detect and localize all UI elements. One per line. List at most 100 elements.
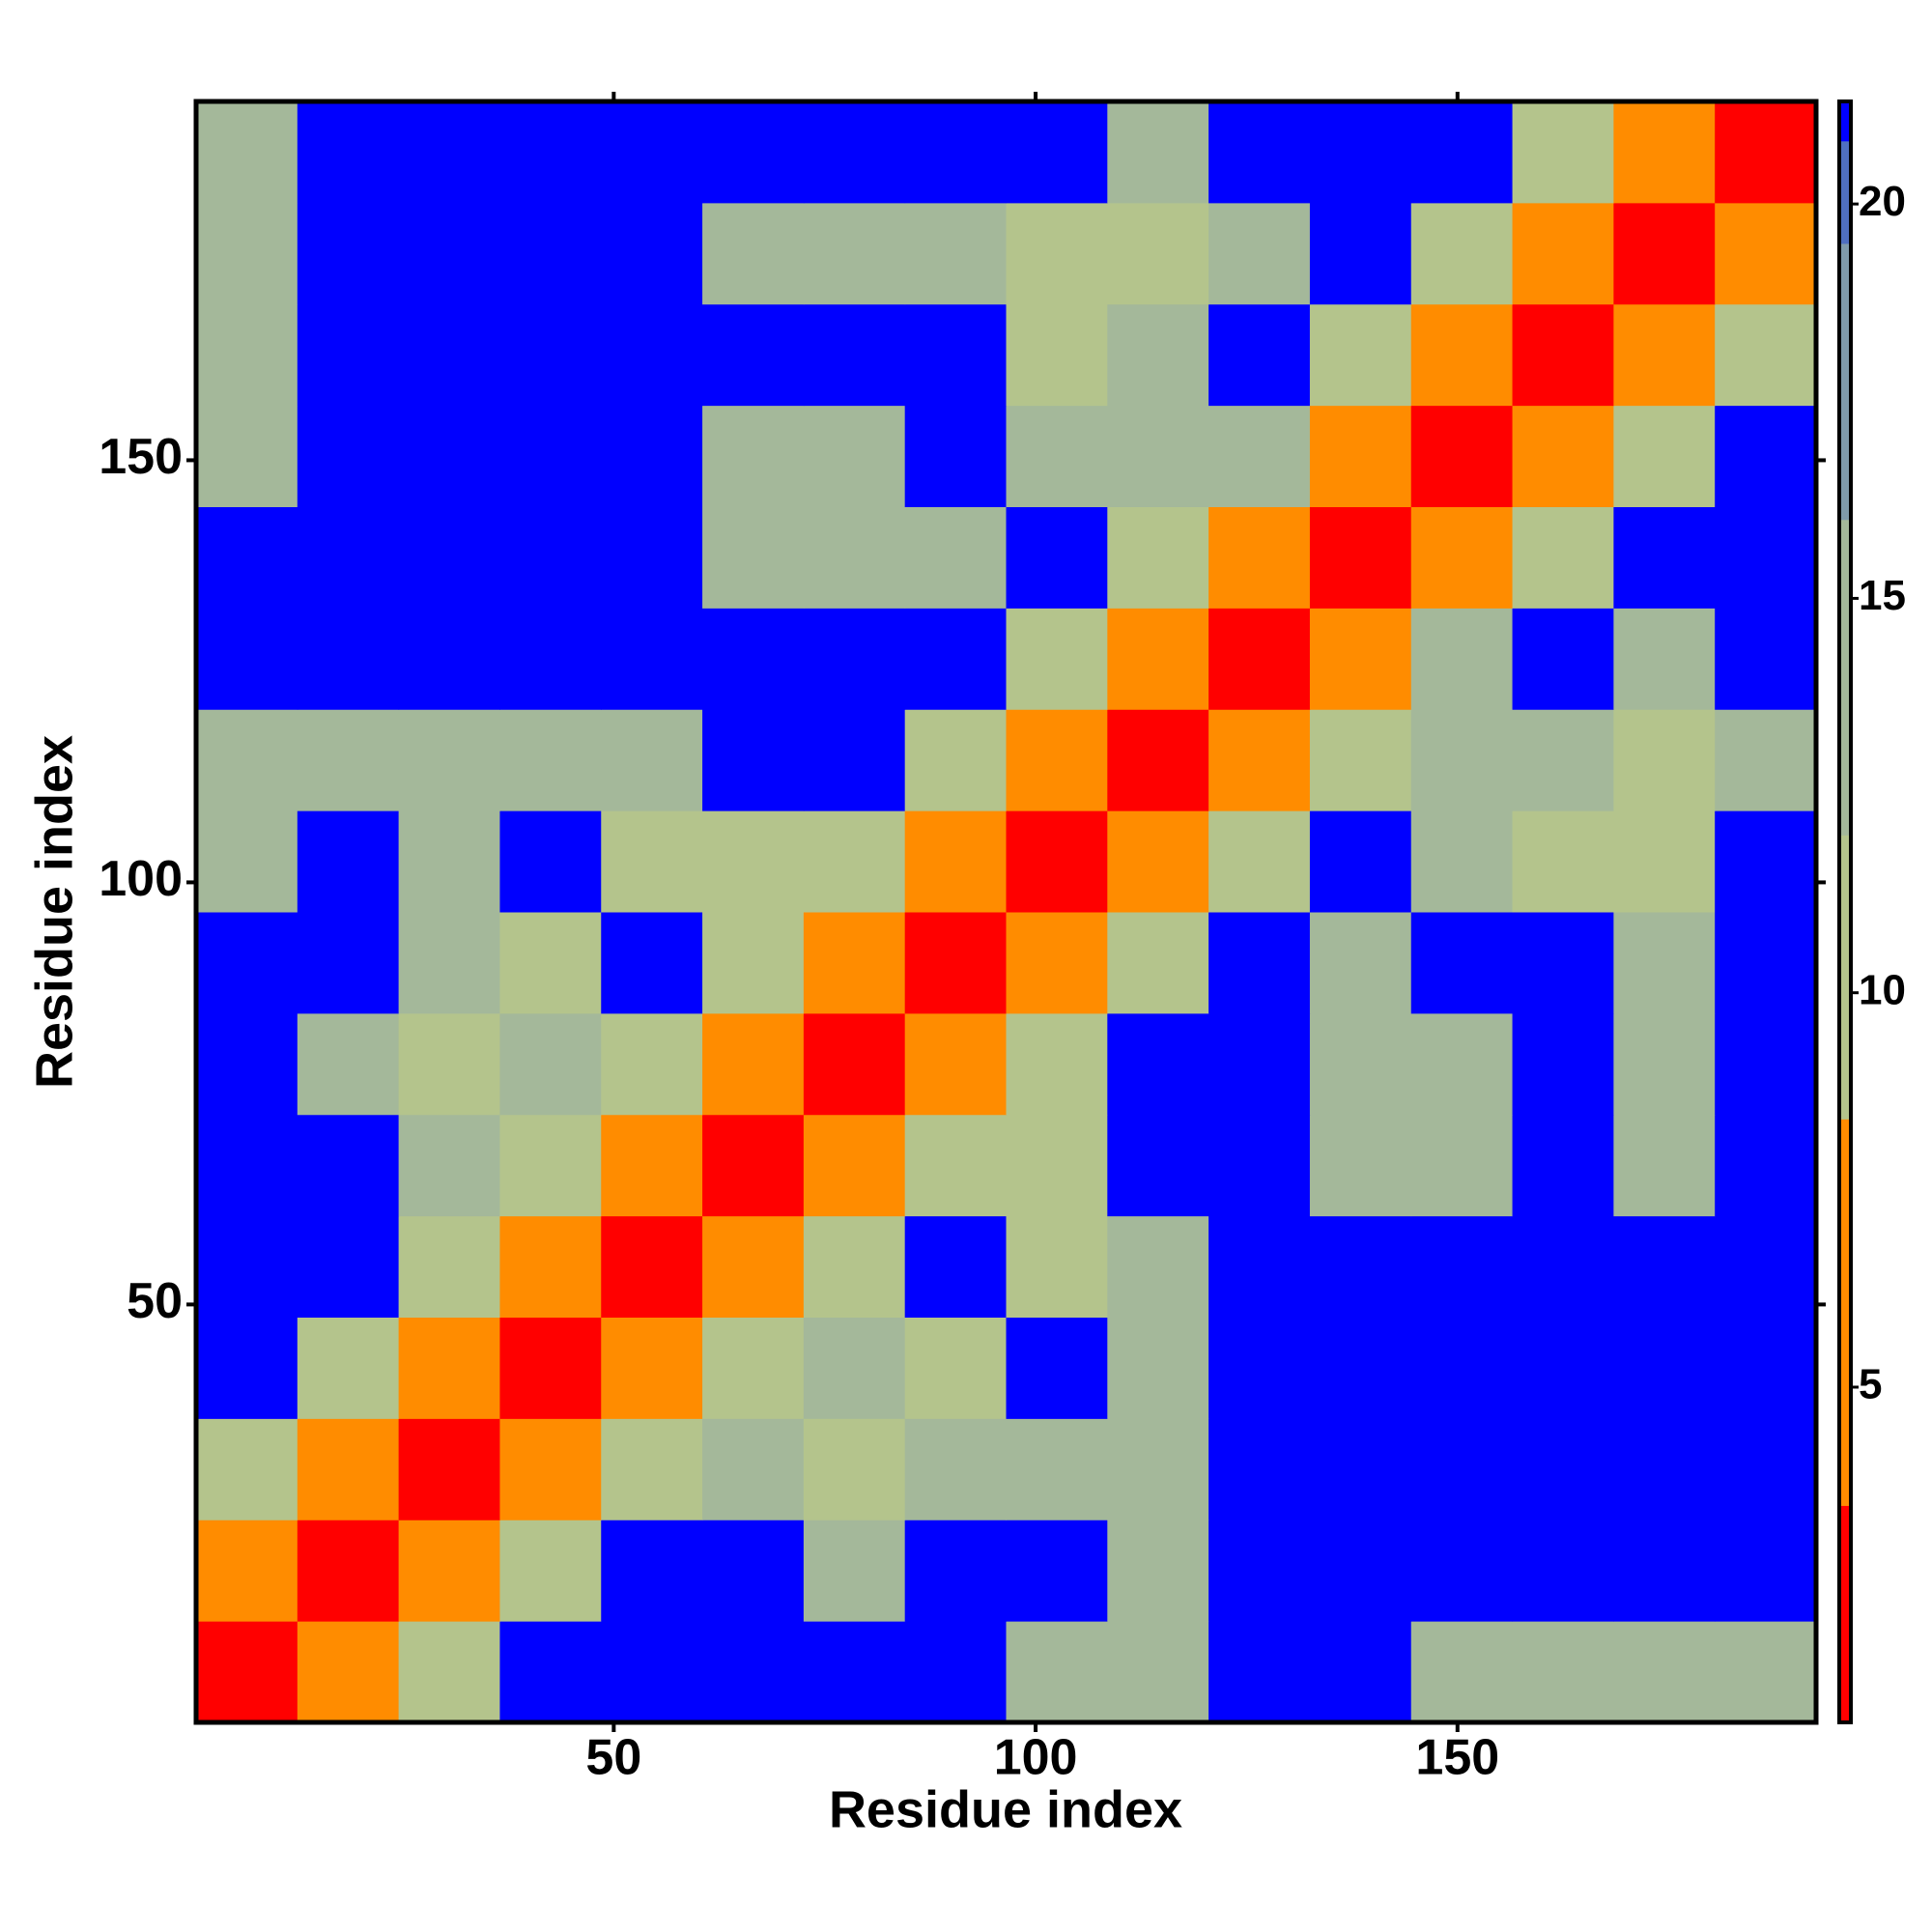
heatmap-cell [297,1012,400,1116]
heatmap-cell [398,1114,500,1217]
heatmap-cell [1208,608,1311,710]
heatmap-cell [1410,1215,1514,1318]
heatmap-cell [297,202,400,305]
colorbar-tick-label: 10 [1859,966,1906,1013]
heatmap-cell [1107,1621,1209,1723]
heatmap-cell [398,912,500,1014]
heatmap-cell [1613,1012,1716,1116]
heatmap-cell [1410,202,1514,305]
heatmap-cell [702,405,805,507]
heatmap-cell [803,202,906,305]
heatmap-cell [398,303,500,407]
heatmap-cell [1512,1418,1614,1520]
heatmap-cell [1715,303,1817,407]
heatmap-cell [1309,506,1412,609]
heatmap-cell [1309,303,1412,407]
heatmap-cell [601,1621,703,1723]
heatmap-cell [601,810,703,913]
heatmap-cell [803,1418,906,1520]
heatmap-cell [803,810,906,913]
heatmap-cell [196,709,298,811]
heatmap-cell [499,1215,602,1318]
heatmap-cell [1613,1114,1716,1217]
heatmap-cell [297,405,400,507]
heatmap-cell [904,1317,1007,1419]
heatmap-cell [196,202,298,305]
heatmap-cell [1613,101,1716,204]
heatmap-cell [904,608,1007,710]
heatmap-cell [1410,1418,1514,1520]
heatmap-cell [398,1012,500,1116]
heatmap-cell [196,810,298,913]
heatmap-cell [1512,912,1614,1014]
heatmap-cell [1107,101,1209,204]
x-tick-label: 150 [1415,1730,1499,1786]
heatmap-cell [297,810,400,913]
heatmap-cell [702,506,805,609]
heatmap-cell [1613,506,1716,609]
heatmap-cell [1006,1215,1108,1318]
heatmap-cell [1107,303,1209,407]
heatmap-cell [1208,1317,1311,1419]
heatmap-cell [1006,506,1108,609]
heatmap-cell [1309,202,1412,305]
heatmap-cell [1006,1520,1108,1622]
heatmap-cell [1107,810,1209,913]
heatmap-cell [601,709,703,811]
heatmap-cell [702,709,805,811]
colorbar-tick-label: 5 [1859,1361,1882,1408]
heatmap-cell [1512,1012,1614,1116]
heatmap-cell [1613,1317,1716,1419]
heatmap-cell [1208,1621,1311,1723]
heatmap-cell [1715,912,1817,1014]
heatmap-cell [1208,1418,1311,1520]
heatmap-cell [398,1621,500,1723]
heatmap-cell [904,1418,1007,1520]
heatmap-cell [1208,709,1311,811]
heatmap-cell [1309,608,1412,710]
heatmap-cell [904,101,1007,204]
heatmap-cell [904,810,1007,913]
heatmap-cell [196,1520,298,1622]
heatmap-cell [1512,709,1614,811]
heatmap-cell [1107,1215,1209,1318]
heatmap-cell [297,608,400,710]
heatmap-cell [1006,1621,1108,1723]
x-tick-label: 50 [585,1730,641,1786]
heatmap-cell [1107,1418,1209,1520]
colorbar-segment [1839,835,1851,1120]
heatmap-cell [196,1418,298,1520]
heatmap-cell [601,303,703,407]
heatmap-cell [1006,1418,1108,1520]
heatmap-cell [499,912,602,1014]
heatmap-cell [1410,303,1514,407]
heatmap-cell [196,405,298,507]
heatmap-cell [398,1520,500,1622]
heatmap-cell [1006,303,1108,407]
heatmap-cell [1410,912,1514,1014]
heatmap-cell [499,608,602,710]
heatmap-cell [1715,1317,1817,1419]
heatmap-cell [398,405,500,507]
heatmap-cell [1715,202,1817,305]
heatmap-cell [904,1114,1007,1217]
heatmap-cell [1309,405,1412,507]
heatmap-cell [1006,912,1108,1014]
heatmap-cell [1006,202,1108,305]
heatmap-cell [803,1114,906,1217]
heatmap-cell [398,202,500,305]
heatmap-cell [601,1520,703,1622]
heatmap-cell [803,405,906,507]
heatmap-cell [499,506,602,609]
x-axis-label: Residue index [829,1780,1182,1838]
heatmap-cell [1107,1317,1209,1419]
heatmap-cell [601,912,703,1014]
heatmap-cell [1006,1114,1108,1217]
heatmap-cell [601,1418,703,1520]
heatmap-cell [904,506,1007,609]
heatmap-cell [1309,912,1412,1014]
y-tick-label: 150 [99,429,183,485]
heatmap-cell [1107,1012,1209,1116]
heatmap-cell [904,1215,1007,1318]
heatmap-cell [1512,202,1614,305]
